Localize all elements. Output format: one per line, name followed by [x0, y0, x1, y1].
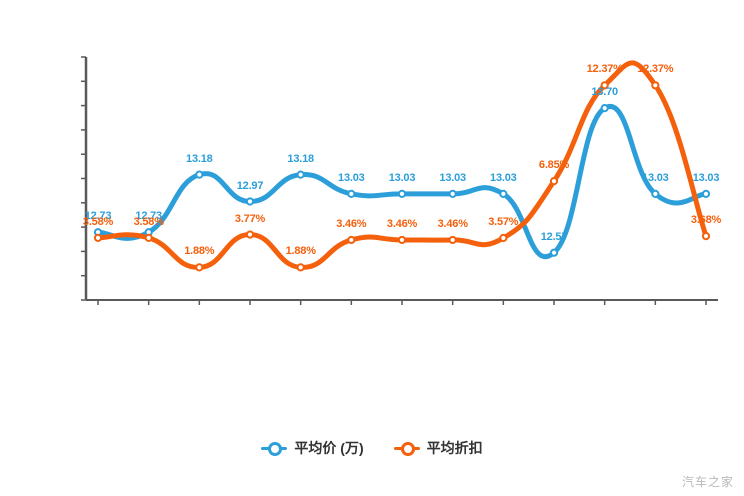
data-label: 1.88% — [285, 245, 316, 258]
data-label: 13.03 — [388, 171, 416, 184]
data-label: 13.03 — [692, 171, 720, 184]
data-point-marker — [245, 230, 255, 239]
data-label: 12.37% — [637, 63, 674, 76]
data-label: 13.18 — [287, 152, 314, 165]
data-label: 13.03 — [642, 171, 669, 184]
axis-group — [81, 56, 718, 305]
data-label: 3.46% — [336, 217, 367, 230]
data-point-marker — [195, 170, 204, 179]
data-label: 3.68% — [690, 214, 722, 227]
data-label: 6.85% — [538, 159, 570, 172]
data-label: 3.46% — [386, 217, 418, 230]
data-point-marker — [397, 189, 407, 198]
data-point-marker — [701, 232, 711, 241]
data-point-marker — [347, 235, 356, 245]
data-label: 12.37% — [586, 63, 623, 76]
circle-marker-orange-icon — [393, 441, 420, 456]
chart-legend: 平均价 (万) 平均折扣 — [0, 438, 744, 458]
series-markers-average-discount — [93, 81, 711, 272]
data-label: 13.70 — [591, 86, 618, 99]
data-point-marker — [651, 189, 660, 198]
watermark: 汽车之家 — [681, 475, 734, 489]
legend-item-average-price[interactable]: 平均价 (万) — [261, 438, 364, 458]
x-axis-ticks — [97, 300, 707, 305]
legend-label-average-discount: 平均折扣 — [426, 440, 483, 456]
data-label: 3.57% — [488, 216, 519, 228]
data-point-marker — [448, 235, 457, 245]
data-point-marker — [245, 197, 255, 206]
data-label: 13.18 — [186, 152, 213, 165]
data-label: 3.77% — [234, 212, 266, 225]
data-label: 12.57 — [540, 230, 568, 243]
data-label: 13.03 — [338, 171, 365, 184]
data-label: 3.58% — [133, 215, 164, 228]
data-point-marker — [499, 233, 508, 243]
data-point-marker — [549, 248, 559, 257]
legend-item-average-discount[interactable]: 平均折扣 — [393, 438, 483, 458]
data-point-marker — [296, 263, 305, 272]
data-point-marker — [600, 104, 609, 113]
data-label: 1.88% — [184, 245, 215, 258]
data-point-marker — [549, 177, 559, 186]
data-point-marker — [347, 189, 356, 198]
data-point-marker — [93, 233, 103, 242]
y-axis-ticks — [81, 56, 86, 301]
data-label: 3.58% — [82, 215, 114, 228]
data-label: 12.73 — [84, 210, 112, 223]
series-markers-average-price — [93, 104, 711, 257]
data-point-marker — [296, 170, 305, 179]
data-label: 3.46% — [437, 217, 468, 230]
data-point-marker — [448, 189, 457, 198]
series-group — [93, 60, 711, 272]
data-point-marker — [195, 263, 204, 272]
data-label: 13.03 — [490, 171, 517, 184]
data-point-marker — [651, 81, 660, 90]
data-label: 12.97 — [236, 179, 264, 192]
series-line-average-discount — [95, 60, 709, 270]
data-point-marker — [701, 189, 711, 198]
data-point-marker — [499, 189, 508, 198]
data-point-marker — [600, 81, 609, 90]
data-label: 13.03 — [439, 171, 466, 184]
data-point-marker — [144, 233, 153, 242]
legend-label-average-price: 平均价 (万) — [294, 440, 364, 456]
circle-marker-blue-icon — [261, 441, 288, 456]
data-point-marker — [397, 235, 407, 245]
data-label: 12.73 — [135, 210, 162, 223]
